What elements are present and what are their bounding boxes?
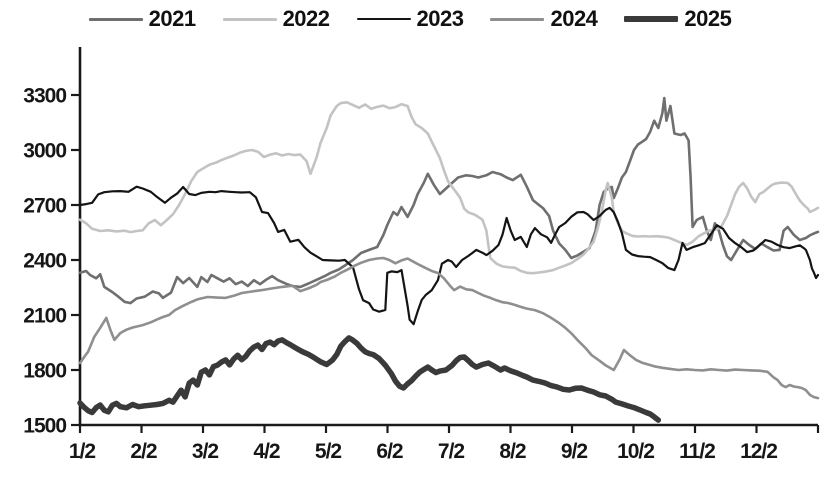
legend-label-2025: 2025 xyxy=(684,6,732,31)
legend-label-2021: 2021 xyxy=(148,6,196,31)
x-tick-label-7/2: 7/2 xyxy=(438,440,465,463)
x-tick-label-2/2: 2/2 xyxy=(130,440,157,463)
series-2023-line xyxy=(78,185,820,326)
legend-swatch-2024 xyxy=(490,17,545,21)
y-tick-label-2700: 2700 xyxy=(23,195,66,218)
x-tick-label-11/2: 11/2 xyxy=(679,440,715,463)
series-2025-line xyxy=(77,335,662,423)
y-tick-label-1800: 1800 xyxy=(23,360,66,383)
legend-label-2024: 2024 xyxy=(550,6,598,31)
legend-swatch-2023 xyxy=(356,17,411,21)
axes: 1500 1800 2100 2400 2700 3000 3300 1/2 2/2 3/2 4/2… xyxy=(23,47,820,463)
x-tick-label-9/2: 9/2 xyxy=(561,440,588,463)
series-2021-line xyxy=(78,96,820,305)
legend-swatch-2021 xyxy=(88,17,143,21)
x-tick-label-10/2: 10/2 xyxy=(617,440,654,463)
x-tick-label-4/2: 4/2 xyxy=(253,440,280,463)
x-tick-label-5/2: 5/2 xyxy=(315,440,342,463)
legend-swatch-2022 xyxy=(222,17,277,21)
x-tick-label-6/2: 6/2 xyxy=(376,440,403,463)
y-tick-label-2400: 2400 xyxy=(23,250,66,273)
legend-item-2022: 2022 xyxy=(222,6,330,31)
x-tick-label-8/2: 8/2 xyxy=(499,440,526,463)
x-tick-label-12/2: 12/2 xyxy=(740,440,777,463)
legend-item-2021: 2021 xyxy=(88,6,196,31)
legend-label-2023: 2023 xyxy=(416,6,464,31)
legend-swatch-2025 xyxy=(624,16,679,22)
legend-item-2025: 2025 xyxy=(624,6,732,31)
series-2022-line xyxy=(78,101,820,275)
legend-label-2022: 2022 xyxy=(282,6,330,31)
x-tick-label-1/2: 1/2 xyxy=(69,440,96,463)
y-tick-label-3300: 3300 xyxy=(23,85,66,108)
y-tick-label-3000: 3000 xyxy=(23,140,66,163)
legend-item-2024: 2024 xyxy=(490,6,598,31)
chart-legend: 2021 2022 2023 2024 2025 xyxy=(0,2,820,36)
series-2024-line xyxy=(78,256,820,400)
x-tick-label-3/2: 3/2 xyxy=(192,440,219,463)
y-tick-label-2100: 2100 xyxy=(23,305,66,328)
y-tick-label-1500: 1500 xyxy=(23,415,66,438)
legend-item-2023: 2023 xyxy=(356,6,464,31)
